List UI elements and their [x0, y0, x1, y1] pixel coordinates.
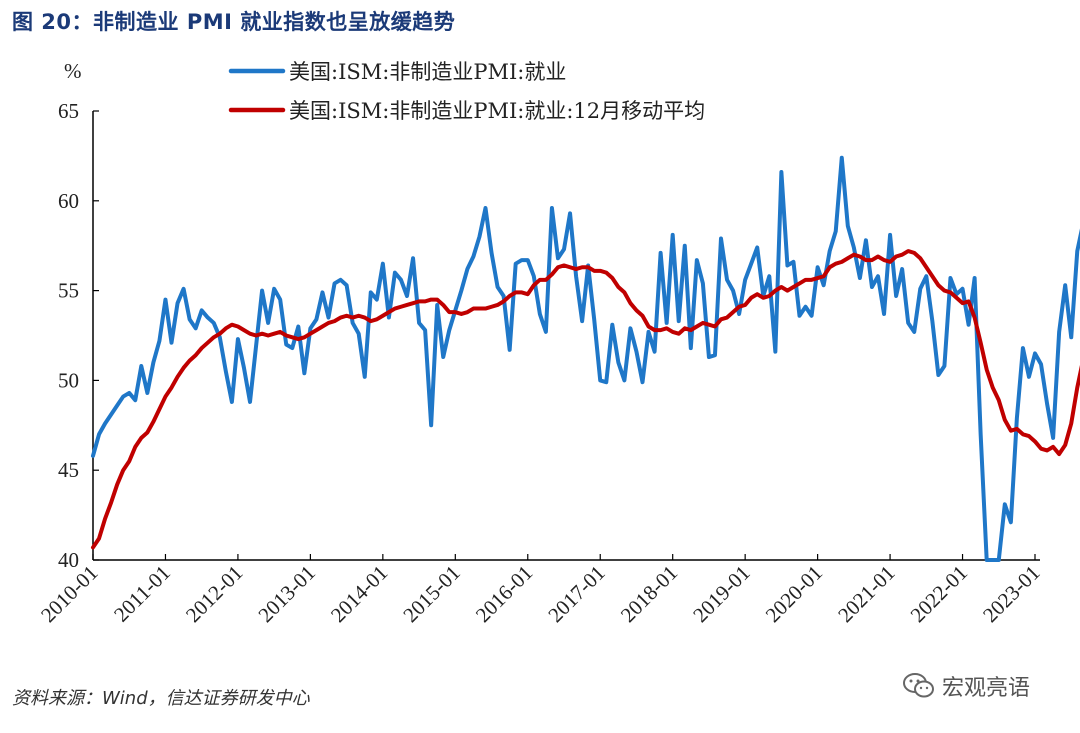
- figure-title: 图 20：非制造业 PMI 就业指数也呈放缓趋势: [12, 10, 456, 34]
- x-tick-label: 2014-01: [326, 561, 392, 627]
- wechat-icon: [903, 673, 934, 698]
- watermark-text: 宏观亮语: [942, 676, 1031, 701]
- x-tick-label: 2020-01: [761, 561, 827, 627]
- x-tick-label: 2018-01: [616, 561, 682, 627]
- x-tick-label: 2022-01: [906, 561, 972, 627]
- x-tick-label: 2013-01: [253, 561, 319, 627]
- x-tick-label: 2012-01: [181, 561, 247, 627]
- y-tick-label: 65: [58, 99, 79, 123]
- x-tick-label: 2021-01: [833, 561, 899, 627]
- y-tick-label: 40: [58, 548, 79, 572]
- x-tick-label: 2017-01: [543, 561, 609, 627]
- x-tick-label: 2016-01: [471, 561, 537, 627]
- x-tick-label: 2011-01: [109, 561, 175, 627]
- x-tick-label: 2023-01: [978, 561, 1044, 627]
- y-axis-unit-label: %: [64, 59, 82, 83]
- y-tick-label: 60: [58, 189, 79, 213]
- y-tick-label: 45: [58, 458, 79, 482]
- legend-label-employment: 美国:ISM:非制造业PMI:就业: [289, 60, 566, 84]
- x-tick-label: 2015-01: [398, 561, 464, 627]
- source-note: 资料来源：Wind，信达证券研发中心: [12, 688, 310, 709]
- legend-label-moving-average: 美国:ISM:非制造业PMI:就业:12月移动平均: [289, 99, 705, 123]
- x-tick-label: 2019-01: [688, 561, 754, 627]
- watermark: 宏观亮语: [902, 670, 1030, 702]
- series-line-employment: [91, 155, 1080, 562]
- series-line-12m-moving-average: [91, 249, 1080, 550]
- y-tick-label: 50: [58, 368, 79, 392]
- y-tick-label: 55: [58, 279, 79, 303]
